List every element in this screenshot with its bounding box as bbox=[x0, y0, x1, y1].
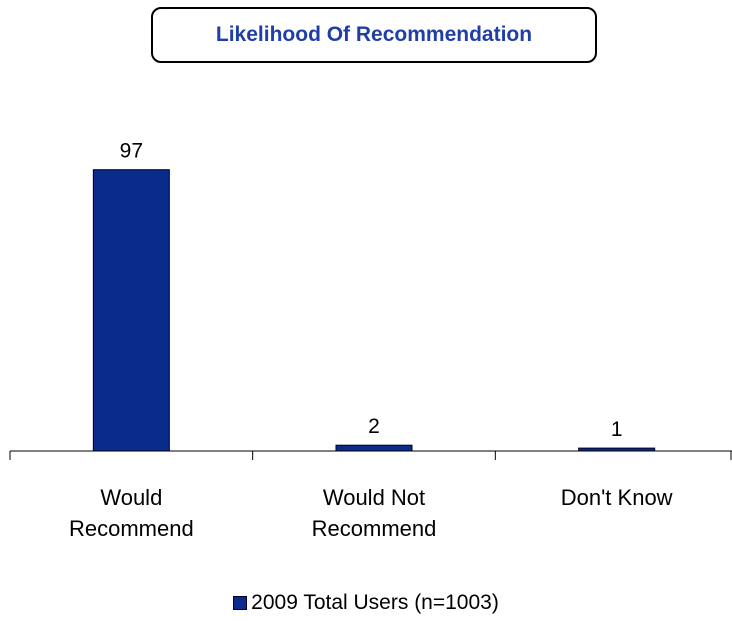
x-tick-label: Don't Know bbox=[561, 485, 673, 510]
x-tick-label: Would bbox=[100, 485, 162, 510]
bar bbox=[92, 169, 170, 452]
bar bbox=[335, 444, 413, 452]
x-tick-label: Recommend bbox=[312, 516, 437, 541]
data-label: 1 bbox=[611, 418, 623, 441]
data-label: 2 bbox=[368, 415, 380, 438]
legend-label: 2009 Total Users (n=1003) bbox=[251, 591, 499, 614]
x-tick-label: Would Not bbox=[323, 485, 425, 510]
legend: 2009 Total Users (n=1003) bbox=[0, 591, 732, 615]
x-tick-label: Recommend bbox=[69, 516, 194, 541]
legend-swatch bbox=[233, 596, 248, 610]
chart-title: Likelihood Of Recommendation bbox=[151, 7, 597, 63]
data-label: 97 bbox=[120, 140, 143, 163]
